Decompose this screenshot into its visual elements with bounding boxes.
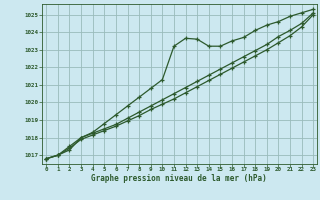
X-axis label: Graphe pression niveau de la mer (hPa): Graphe pression niveau de la mer (hPa) (91, 174, 267, 183)
